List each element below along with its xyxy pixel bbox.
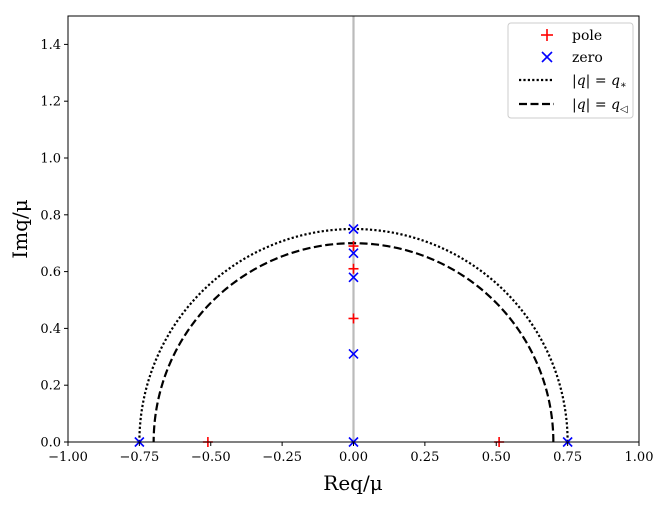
- legend: pole zero |q| = q∗ |q| = q◁: [507, 22, 634, 119]
- zero-marker: [348, 348, 359, 360]
- x-tick-label: 0.50: [482, 450, 511, 465]
- y-tick-label: 0.2: [40, 379, 61, 394]
- zero-marker: [348, 248, 359, 259]
- legend-box: [507, 22, 634, 119]
- legend-pole-marker: [541, 29, 553, 41]
- pole-marker: [348, 241, 359, 252]
- y-tick-label: 1.2: [40, 95, 61, 110]
- zero-marker: [348, 223, 359, 235]
- legend-qtri-label: |q| = q◁: [572, 97, 628, 115]
- y-tick-label: 0.8: [40, 208, 61, 223]
- pole-marker: [348, 263, 359, 274]
- legend-zero-marker: [541, 51, 553, 63]
- y-tick-label: 0.4: [40, 322, 61, 337]
- legend-pole-label: pole: [572, 28, 602, 44]
- legend-zero-label: zero: [572, 50, 603, 66]
- x-tick-label: 0.25: [410, 450, 439, 465]
- x-tick-label: −0.75: [119, 450, 159, 465]
- x-tick-label: −0.25: [262, 450, 302, 465]
- zero-marker: [348, 272, 359, 283]
- x-tick-label: 0.00: [339, 450, 368, 465]
- x-tick-label: 0.75: [553, 450, 582, 465]
- x-axis-label: Req/μ: [323, 471, 382, 495]
- x-tick-label: −1.00: [48, 450, 88, 465]
- y-tick-label: 1.0: [40, 152, 61, 167]
- y-tick-label: 0.6: [40, 265, 61, 280]
- pole-marker: [348, 313, 359, 324]
- y-tick-label: 1.4: [40, 38, 61, 53]
- y-axis-label: Imq/μ: [8, 199, 32, 258]
- y-tick-label: 0.0: [40, 436, 61, 451]
- x-tick-label: −0.50: [191, 450, 231, 465]
- legend-qstar-label: |q| = q∗: [572, 73, 627, 91]
- x-tick-label: 1.00: [625, 450, 654, 465]
